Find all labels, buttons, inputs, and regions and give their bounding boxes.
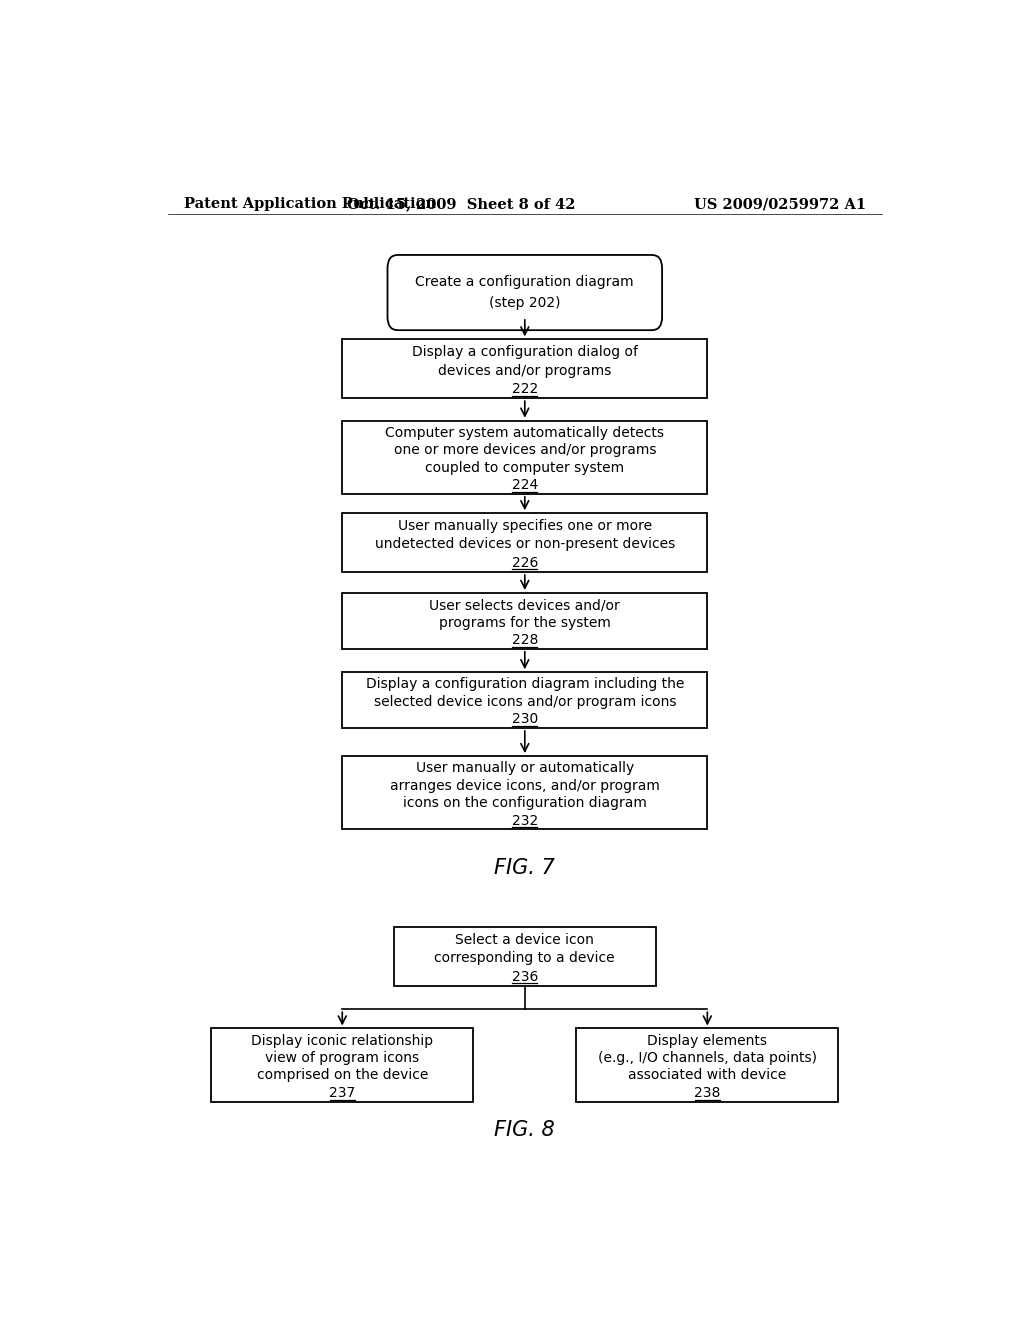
Bar: [211, 1028, 473, 1102]
Text: Display a configuration dialog of: Display a configuration dialog of: [412, 346, 638, 359]
Text: Patent Application Publication: Patent Application Publication: [183, 197, 435, 211]
Text: 222: 222: [512, 381, 538, 396]
Text: comprised on the device: comprised on the device: [257, 1068, 428, 1082]
Text: arranges device icons, and/or program: arranges device icons, and/or program: [390, 779, 659, 793]
Bar: [342, 672, 708, 729]
Text: 226: 226: [512, 556, 538, 570]
Text: 224: 224: [512, 478, 538, 492]
Bar: [342, 339, 708, 399]
Bar: [577, 1028, 839, 1102]
Text: Select a device icon: Select a device icon: [456, 933, 594, 946]
Text: FIG. 8: FIG. 8: [495, 1121, 555, 1140]
Text: devices and/or programs: devices and/or programs: [438, 363, 611, 378]
Text: 230: 230: [512, 713, 538, 726]
Text: (step 202): (step 202): [489, 296, 560, 310]
Bar: [342, 513, 708, 572]
Text: selected device icons and/or program icons: selected device icons and/or program ico…: [374, 694, 676, 709]
FancyBboxPatch shape: [387, 255, 663, 330]
Text: 232: 232: [512, 813, 538, 828]
Text: coupled to computer system: coupled to computer system: [425, 461, 625, 475]
Text: Display iconic relationship: Display iconic relationship: [251, 1034, 433, 1048]
Text: undetected devices or non-present devices: undetected devices or non-present device…: [375, 537, 675, 552]
Text: corresponding to a device: corresponding to a device: [434, 952, 615, 965]
Text: 238: 238: [694, 1086, 721, 1100]
Text: User manually specifies one or more: User manually specifies one or more: [397, 519, 652, 533]
Text: User manually or automatically: User manually or automatically: [416, 762, 634, 775]
Text: FIG. 7: FIG. 7: [495, 858, 555, 878]
Bar: [342, 421, 708, 494]
Text: US 2009/0259972 A1: US 2009/0259972 A1: [694, 197, 866, 211]
Text: User selects devices and/or: User selects devices and/or: [429, 598, 621, 612]
Text: programs for the system: programs for the system: [439, 615, 610, 630]
Text: 236: 236: [512, 969, 538, 983]
Text: Computer system automatically detects: Computer system automatically detects: [385, 426, 665, 440]
Bar: [394, 927, 655, 986]
Text: one or more devices and/or programs: one or more devices and/or programs: [393, 444, 656, 457]
Text: Create a configuration diagram: Create a configuration diagram: [416, 276, 634, 289]
Text: 237: 237: [329, 1086, 355, 1100]
Text: Display elements: Display elements: [647, 1034, 767, 1048]
Text: associated with device: associated with device: [628, 1068, 786, 1082]
Bar: [342, 756, 708, 829]
Text: Oct. 15, 2009  Sheet 8 of 42: Oct. 15, 2009 Sheet 8 of 42: [347, 197, 575, 211]
Text: (e.g., I/O channels, data points): (e.g., I/O channels, data points): [598, 1051, 817, 1065]
Text: Display a configuration diagram including the: Display a configuration diagram includin…: [366, 677, 684, 692]
Text: icons on the configuration diagram: icons on the configuration diagram: [402, 796, 647, 810]
Bar: [342, 593, 708, 649]
Text: view of program icons: view of program icons: [265, 1051, 420, 1065]
Text: 228: 228: [512, 634, 538, 647]
